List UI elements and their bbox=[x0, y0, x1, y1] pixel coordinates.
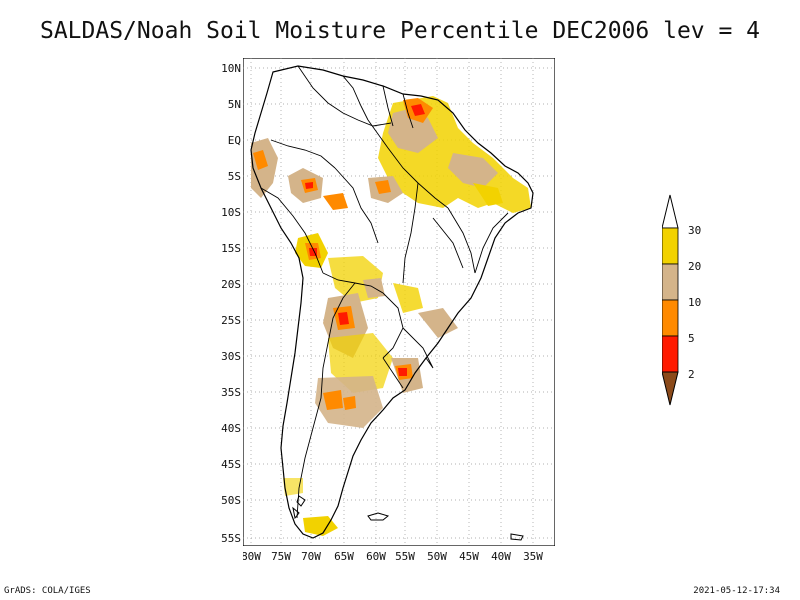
lat-label-10s: 10S bbox=[221, 206, 241, 219]
lat-label-15s: 15S bbox=[221, 242, 241, 255]
colorbar-label-5: 5 bbox=[688, 332, 695, 345]
lon-label-80w: 80W bbox=[243, 550, 261, 563]
percentile-shading bbox=[251, 96, 531, 536]
latitude-axis: 10N 5N EQ 5S 10S 15S 20S 25S 30S 35S 40S… bbox=[221, 62, 241, 545]
lon-label-45w: 45W bbox=[459, 550, 479, 563]
lon-label-35w: 35W bbox=[523, 550, 543, 563]
footer-credit: GrADS: COLA/IGES bbox=[4, 586, 91, 596]
lat-label-50s: 50S bbox=[221, 494, 241, 507]
longitude-axis: 80W 75W 70W 65W 60W 55W 50W 45W 40W 35W bbox=[243, 550, 543, 563]
lon-label-60w: 60W bbox=[366, 550, 386, 563]
lon-label-65w: 65W bbox=[334, 550, 354, 563]
lat-label-20s: 20S bbox=[221, 278, 241, 291]
colorbar-bottom-arrow bbox=[662, 371, 679, 406]
colorbar-band-5-10 bbox=[662, 299, 679, 337]
map-title: SALDAS/Noah Soil Moisture Percentile DEC… bbox=[39, 18, 761, 44]
lat-label-40s: 40S bbox=[221, 422, 241, 435]
lat-label-eq: EQ bbox=[228, 134, 241, 147]
lon-label-75w: 75W bbox=[271, 550, 291, 563]
lat-label-55s: 55S bbox=[221, 532, 241, 545]
lon-label-70w: 70W bbox=[301, 550, 321, 563]
colorbar-band-10-20 bbox=[662, 263, 679, 301]
footer-timestamp: 2021-05-12-17:34 bbox=[693, 586, 780, 596]
lat-label-5n: 5N bbox=[228, 98, 241, 111]
colorbar-label-30: 30 bbox=[688, 224, 701, 237]
lat-label-10n: 10N bbox=[221, 62, 241, 75]
colorbar-band-20-30 bbox=[662, 227, 679, 265]
colorbar-label-2: 2 bbox=[688, 368, 695, 381]
colorbar-band-2-5 bbox=[662, 335, 679, 373]
lat-label-45s: 45S bbox=[221, 458, 241, 471]
map-panel bbox=[243, 58, 555, 546]
colorbar-label-10: 10 bbox=[688, 296, 701, 309]
country-borders bbox=[260, 65, 509, 519]
coastline bbox=[250, 65, 534, 539]
colorbar-label-20: 20 bbox=[688, 260, 701, 273]
lat-label-35s: 35S bbox=[221, 386, 241, 399]
lon-label-55w: 55W bbox=[395, 550, 415, 563]
lat-label-30s: 30S bbox=[221, 350, 241, 363]
lon-label-40w: 40W bbox=[491, 550, 511, 563]
lat-label-5s: 5S bbox=[228, 170, 241, 183]
colorbar-legend: 30 20 10 5 2 bbox=[662, 194, 701, 406]
lat-label-25s: 25S bbox=[221, 314, 241, 327]
colorbar-top-arrow bbox=[662, 194, 679, 229]
islands bbox=[292, 495, 524, 541]
lon-label-50w: 50W bbox=[427, 550, 447, 563]
